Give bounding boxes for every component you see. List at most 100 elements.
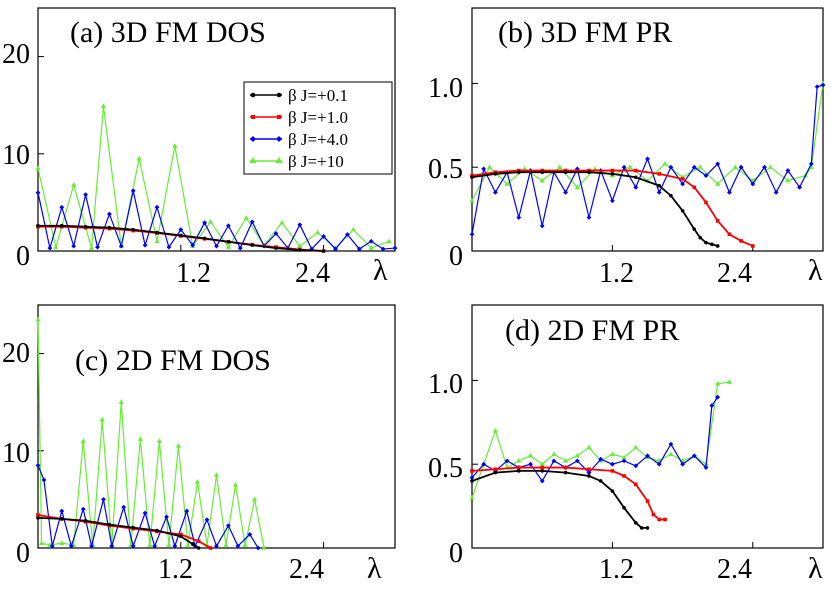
legend-label-0: β J=+0.1 — [288, 86, 348, 105]
panel-a-series-0-point-4 — [131, 227, 135, 232]
panel-d-series-1-point-7 — [622, 474, 626, 478]
panel-c-series-0-point-8 — [196, 546, 201, 550]
legend-box — [243, 81, 393, 175]
panel-d-series-2-point-20 — [703, 465, 709, 470]
panel-b-series-0-point-4 — [563, 170, 568, 175]
panel-c-series-3-point-12 — [147, 542, 153, 547]
panel-a-series-3-point-1 — [53, 244, 59, 249]
panel-b-series-0-point-2 — [517, 170, 521, 175]
panel-d-series-3-point-22 — [726, 379, 732, 384]
panel-c-series-3-point-13 — [156, 438, 162, 443]
panel-b-series-3-point-4 — [539, 177, 545, 183]
panel-d-series-1-point-4 — [563, 465, 568, 470]
panel-c-series-3-point-20 — [223, 542, 229, 547]
panel-b-series-0-point-11 — [692, 227, 697, 232]
panel-d-series-0-point-6 — [598, 479, 603, 483]
panel-c-series-0-point-7 — [190, 542, 195, 546]
panel-c-ytick-10: 10 — [2, 438, 30, 469]
panel-c-series-3-point-15 — [175, 443, 182, 448]
panel-d-series-3-point-10 — [586, 444, 592, 450]
panel-a-series-2-point-26 — [345, 232, 350, 237]
panel-b-series-2-point-22 — [727, 189, 732, 195]
panel-c-series-2-point-18 — [214, 543, 219, 549]
panel-a-series-0-point-3 — [107, 225, 112, 230]
panel-d-series-2-point-7 — [551, 458, 557, 464]
panel-b-series-3-point-11 — [662, 161, 668, 166]
panel-d-series-3-point-17 — [668, 451, 674, 456]
panel-b-series-0-point-6 — [610, 172, 615, 176]
panel-d-series-3-point-6 — [539, 461, 545, 467]
panel-b-series-2-point-0 — [469, 231, 475, 237]
panel-d-series-3-point-8 — [563, 458, 569, 463]
panel-b-series-2-line — [471, 84, 824, 235]
panel-c-series-2-point-3 — [59, 508, 65, 514]
panel-b-series-1-point-10 — [692, 185, 697, 190]
panel-b-series-0-line — [471, 171, 718, 247]
panel-d-series-2-point-13 — [621, 458, 627, 464]
legend-entry-1: β J=+1.0 — [250, 108, 348, 127]
panel-b-series-3-point-3 — [522, 166, 528, 171]
panel-a-series-3-point-11 — [225, 244, 231, 249]
panel-a-series-0-point-10 — [274, 246, 278, 250]
panel-c-series-3-point-11 — [137, 436, 143, 441]
panel-a-series-2-point-2 — [59, 204, 65, 210]
panel-d-series-0-point-3 — [540, 469, 544, 473]
panel-b-series-1-point-9 — [680, 177, 685, 181]
panel-b-series-0-point-5 — [587, 170, 591, 175]
panel-a-series-2-point-28 — [368, 238, 374, 244]
panel-b-series-2-point-25 — [762, 164, 767, 170]
panel-a-series-3-point-2 — [71, 182, 77, 187]
panel-b-series-3-point-15 — [732, 164, 738, 170]
panel-d-series-2-point-17 — [668, 441, 674, 447]
panel-b-series-1-line — [471, 169, 754, 247]
panel-b-series-0-point-12 — [698, 235, 702, 240]
panel-d-xtick-1-2: 1.2 — [599, 554, 634, 585]
panel-a-frame — [37, 7, 396, 252]
panel-b-series-2-point-31 — [820, 82, 826, 88]
panel-c-series-3-point-3 — [59, 540, 65, 545]
panel-b-series-3-point-20 — [808, 164, 814, 170]
panel-b-series-0-point-14 — [710, 242, 714, 247]
panel-b-series-2-point-2 — [493, 189, 498, 195]
panel-d-series-2-point-14 — [633, 463, 639, 469]
panel-a-series-2-point-10 — [154, 204, 160, 210]
panel-a-series-3-point-0 — [35, 165, 41, 171]
panel-a-series-3-point-4 — [100, 103, 107, 108]
panel-b-3d-fm-pr: (b) 3D FM PR 1.0 0.5 0 1.2 2.4 λ — [428, 7, 826, 289]
panel-c-series-2-point-1 — [41, 477, 47, 483]
panel-a-series-0-point-12 — [321, 249, 326, 253]
panel-b-ytick-0: 0 — [449, 241, 463, 272]
panel-d-series-3-point-12 — [609, 451, 615, 456]
panel-d-series-1-point-5 — [587, 467, 591, 472]
panel-c-series-2-point-19 — [226, 523, 231, 529]
panel-b-series-3-point-13 — [697, 164, 703, 170]
panel-b-series-1-point-15 — [751, 244, 755, 248]
panel-a-series-3-point-7 — [154, 238, 160, 244]
panel-a-series-2-point-17 — [237, 245, 243, 251]
panel-d-series-3-point-2 — [492, 427, 498, 433]
panel-a-series-2-point-20 — [273, 231, 279, 236]
panel-a-series-0-point-7 — [202, 236, 207, 241]
panel-c-series-3-point-7 — [99, 416, 105, 422]
panel-b-series-2-point-17 — [668, 164, 674, 170]
panel-a-series-2-point-30 — [392, 245, 398, 251]
panel-d-series-0-point-4 — [563, 470, 568, 475]
panel-d-series-1-point-9 — [645, 499, 650, 503]
panel-c-series-0-point-2 — [83, 518, 88, 523]
panel-d-series-2-point-11 — [598, 456, 604, 462]
panel-b-ytick-1-0: 1.0 — [428, 73, 463, 104]
panel-a-series-2-point-25 — [333, 246, 338, 252]
panel-b-series-2-point-20 — [703, 173, 709, 178]
panel-d-series-1-point-11 — [657, 517, 661, 522]
panel-c-series-0-point-0 — [36, 516, 40, 520]
panel-a-series-2-point-15 — [214, 243, 219, 249]
panel-a-series-0-point-11 — [298, 248, 302, 252]
panel-d-series-1-point-0 — [470, 469, 474, 473]
panel-d-frame — [471, 304, 824, 549]
panel-a-series-2-point-12 — [178, 227, 184, 233]
panel-b-series-2-point-4 — [516, 215, 522, 220]
panel-d-series — [469, 379, 754, 549]
panel-d-series-2-point-6 — [539, 478, 545, 484]
panel-a-series-3-point-20 — [386, 238, 392, 244]
